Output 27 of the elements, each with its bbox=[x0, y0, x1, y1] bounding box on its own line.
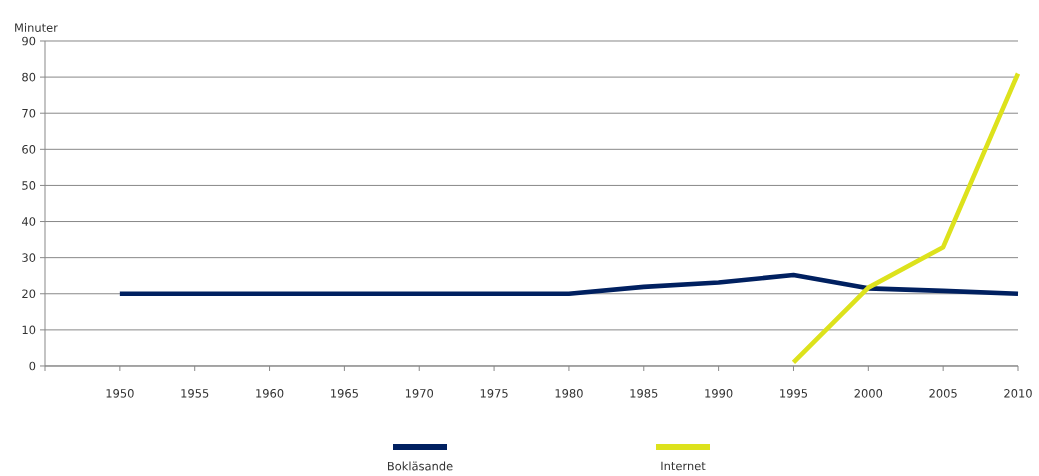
x-tick-label: 1995 bbox=[780, 389, 808, 398]
x-tick-label: 2010 bbox=[1004, 389, 1032, 398]
y-tick-label: 10 bbox=[22, 325, 36, 335]
legend-label: Internet bbox=[661, 461, 706, 471]
x-tick-label: 1970 bbox=[405, 389, 434, 398]
y-tick-label: 20 bbox=[22, 289, 36, 299]
x-tick-label: 1975 bbox=[480, 389, 508, 398]
y-tick-label: 30 bbox=[22, 253, 36, 262]
x-tick-label: 1980 bbox=[555, 389, 583, 398]
y-tick-label: 60 bbox=[22, 144, 36, 154]
x-tick-label: 1990 bbox=[705, 389, 733, 398]
x-tick-label: 2005 bbox=[929, 389, 957, 398]
y-tick-label: 50 bbox=[22, 181, 36, 190]
x-tick-label: 2000 bbox=[854, 389, 883, 398]
x-tick-label: 1985 bbox=[630, 389, 658, 398]
x-tick-label: 1950 bbox=[106, 389, 134, 398]
y-axis-title: Minuter bbox=[15, 23, 58, 32]
x-tick-label: 1960 bbox=[256, 389, 284, 398]
x-tick-label: 1965 bbox=[331, 389, 358, 398]
y-tick-label: 40 bbox=[21, 217, 36, 226]
legend-label: Bokläsande bbox=[387, 461, 453, 471]
y-tick-label: 0 bbox=[29, 361, 36, 371]
line-series bbox=[791, 71, 1021, 365]
y-tick-label: 70 bbox=[22, 108, 36, 118]
y-tick-label: 80 bbox=[22, 72, 36, 82]
x-tick-label: 1955 bbox=[181, 389, 209, 398]
y-tick-label: 90 bbox=[22, 36, 36, 46]
